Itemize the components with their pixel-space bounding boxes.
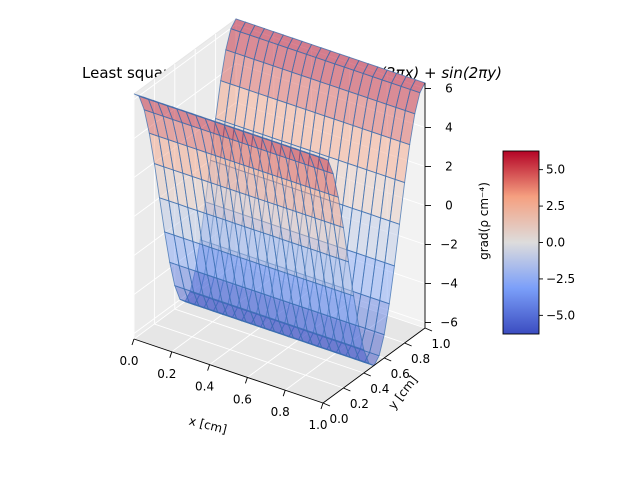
y-tick-label: 0.4: [370, 382, 389, 396]
colorbar-tick-label: 5.0: [546, 163, 565, 177]
x-tick: [320, 402, 324, 410]
x-tick: [244, 377, 248, 384]
colorbar-gradient: [502, 150, 540, 335]
y-tick: [343, 387, 351, 392]
z-tick-label: −2: [440, 238, 458, 252]
x-tick-label: 0.2: [157, 367, 176, 381]
z-tick-label: −6: [440, 316, 458, 330]
colorbar: −5.0 −2.5 0.0 2.5 5.0: [502, 150, 575, 335]
x-tick: [131, 338, 135, 346]
x-tick-label: 0.8: [271, 405, 290, 419]
y-tick-label: 0.2: [350, 397, 369, 411]
z-axis-label: grad(ρ cm⁻⁴): [477, 182, 491, 260]
x-tick: [169, 351, 173, 358]
z-tick-label: 0: [445, 199, 453, 213]
x-axis-line: [133, 338, 324, 404]
y-tick: [363, 372, 371, 377]
colorbar-ticks: −5.0 −2.5 0.0 2.5 5.0: [539, 163, 575, 322]
z-tick-label: 4: [445, 120, 453, 134]
y-axis-line: [322, 327, 426, 404]
z-tick-label: −4: [440, 277, 458, 291]
x-tick: [282, 390, 286, 397]
surface-patch: [313, 154, 329, 161]
y-tick: [384, 357, 392, 362]
y-tick-label: 0.8: [411, 352, 430, 366]
colorbar-tick-label: −5.0: [546, 308, 575, 322]
z-tick-label: 2: [445, 159, 453, 173]
surface: [133, 18, 426, 367]
colorbar-tick-label: 0.0: [546, 236, 565, 250]
y-tick-label: 0.6: [391, 367, 410, 381]
x-tick-label: 1.0: [308, 418, 327, 432]
y-tick: [404, 342, 412, 347]
colorbar-tick-label: −2.5: [546, 272, 575, 286]
x-axis-label: x [cm]: [188, 414, 229, 437]
x-tick-label: 0.6: [233, 392, 252, 406]
y-tick-label: 0.0: [329, 412, 348, 426]
ticks: 0.00.20.40.60.81.0 0.00.20.40.60.81.0−6−4…: [119, 81, 457, 432]
z-tick-label: 6: [445, 81, 453, 95]
axes-3d: 0.00.20.40.60.81.0 0.00.20.40.60.81.0−6−4…: [119, 18, 491, 437]
x-tick: [207, 364, 211, 371]
y-tick: [424, 327, 433, 332]
y-tick-label: 1.0: [431, 337, 450, 351]
x-tick-label: 0.4: [195, 380, 214, 394]
colorbar-tick-label: 2.5: [546, 199, 565, 213]
x-tick-label: 0.0: [119, 354, 138, 368]
y-tick: [322, 402, 331, 407]
